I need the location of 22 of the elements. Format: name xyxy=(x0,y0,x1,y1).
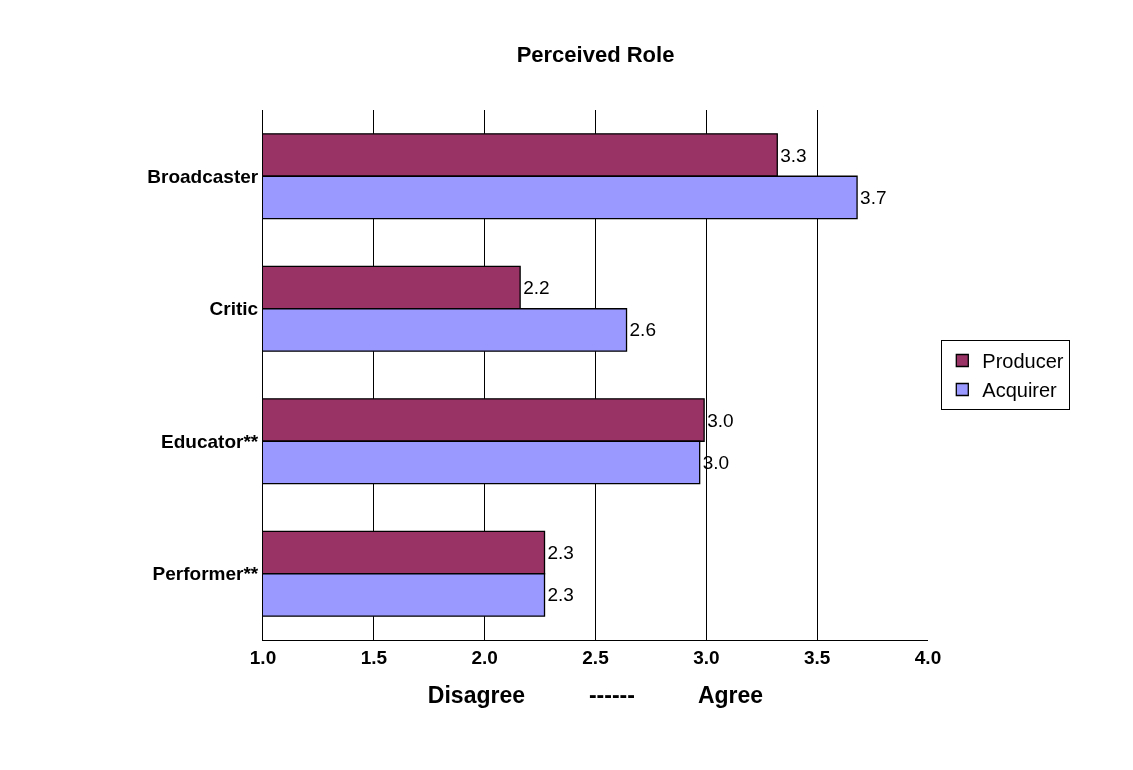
x-tick-label: 1.0 xyxy=(249,646,277,668)
legend-label: Acquirer xyxy=(982,379,1058,402)
y-tick-label: Performer** xyxy=(152,563,259,585)
data-label: 3.0 xyxy=(707,409,734,431)
x-tick-label: 3.5 xyxy=(803,646,831,668)
y-tick-label: Broadcaster xyxy=(147,165,259,187)
x-tick-label: 2.0 xyxy=(471,646,498,668)
x-tick-label: 1.5 xyxy=(360,646,388,668)
data-label: 3.7 xyxy=(860,186,887,208)
data-label: 2.2 xyxy=(523,277,550,299)
data-label: 2.3 xyxy=(547,542,574,564)
x-tick-label: 4.0 xyxy=(914,646,942,668)
y-tick-label: Critic xyxy=(209,298,259,320)
y-tick-label: Educator** xyxy=(161,430,259,452)
x-tick-label: 3.0 xyxy=(693,646,720,668)
legend-label: Producer xyxy=(982,350,1064,373)
data-label: 2.3 xyxy=(547,584,574,606)
x-tick-label: 2.5 xyxy=(582,646,610,668)
data-label: 3.3 xyxy=(780,144,807,166)
x-axis-title: Disagree ------ Agree xyxy=(427,682,764,709)
chart-title: Perceived Role xyxy=(516,41,675,67)
data-label: 2.6 xyxy=(629,319,656,341)
